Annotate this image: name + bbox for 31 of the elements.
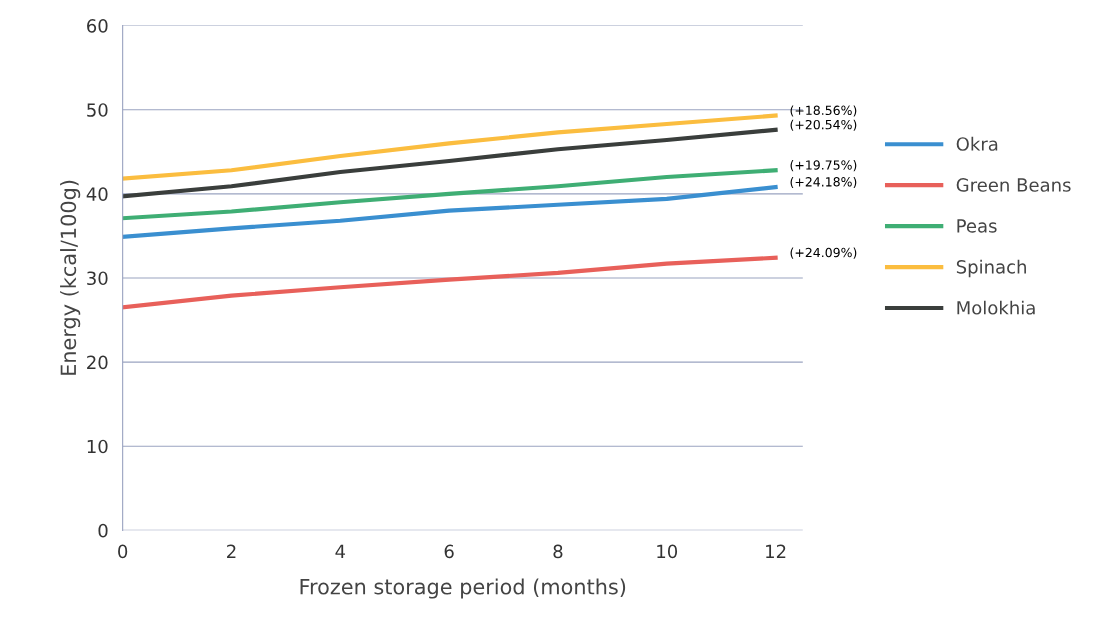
- legend-label: Molokhia: [957, 300, 1035, 315]
- annotation: (+19.75%): [790, 160, 857, 172]
- x-tick-label: 2: [227, 544, 236, 558]
- x-tick-label: 10: [657, 544, 678, 559]
- y-tick-label: 30: [87, 271, 108, 286]
- line-series: [122, 113, 778, 181]
- x-axis-title: Frozen storage period (months): [300, 578, 626, 599]
- legend-label: Okra: [956, 136, 998, 151]
- x-tick-label: 4: [335, 544, 346, 558]
- x-tick-label: 8: [553, 544, 563, 559]
- x-tick-label: 6: [444, 544, 454, 559]
- y-tick-label: 10: [87, 439, 108, 454]
- x-tick-label: 0: [118, 544, 128, 559]
- annotation: (+20.54%): [790, 119, 857, 131]
- y-tick-label: 20: [87, 355, 108, 370]
- annotation: (+24.18%): [790, 176, 857, 189]
- annotation: (+18.56%): [790, 105, 857, 117]
- y-axis-title: Energy (kcal/100g): [60, 180, 81, 375]
- legend-label: Green Beans: [956, 178, 1071, 192]
- line-series: [122, 185, 778, 239]
- legend-label: Peas: [957, 219, 997, 233]
- y-tick-label: 40: [86, 187, 108, 201]
- y-tick-label: 50: [87, 103, 108, 117]
- line-series: [122, 168, 778, 221]
- annotation: (+24.09%): [790, 247, 857, 259]
- line-series: [122, 127, 778, 199]
- x-tick-label: 12: [766, 544, 786, 558]
- y-tick-label: 0: [98, 523, 108, 538]
- legend-label: Spinach: [956, 259, 1026, 278]
- y-tick-label: 60: [87, 19, 108, 33]
- line-series: [122, 255, 778, 310]
